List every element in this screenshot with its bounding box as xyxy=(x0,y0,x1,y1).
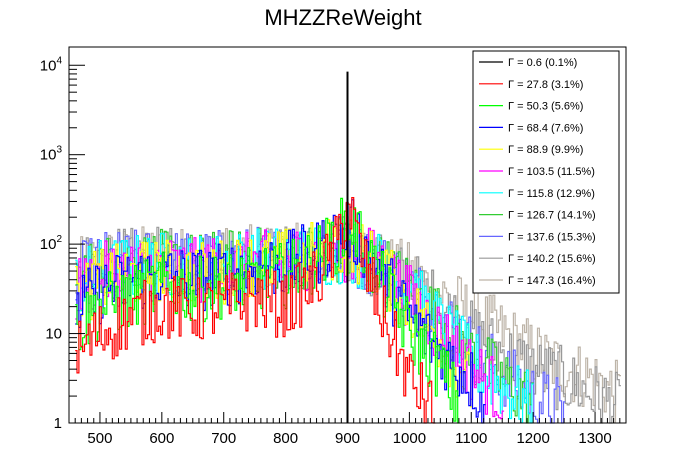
series-line xyxy=(75,216,505,420)
legend-label: Γ = 137.6 (15.3%) xyxy=(508,231,596,243)
y-tick-label: 103 xyxy=(40,145,63,164)
series-line xyxy=(75,223,534,424)
chart-title: MHZZReWeight xyxy=(264,5,421,30)
x-tick-label: 1200 xyxy=(516,430,549,447)
legend-label: Γ = 50.3 (5.6%) xyxy=(508,101,583,113)
x-axis: 500 600 700 800 900 1000 1100 1200 1300 xyxy=(68,412,627,447)
legend-box xyxy=(472,50,620,294)
x-tick-label: 1100 xyxy=(455,430,487,447)
x-tick-label: 1300 xyxy=(578,430,611,447)
x-tick-label: 500 xyxy=(87,430,112,447)
legend-label: Γ = 103.5 (11.5%) xyxy=(508,166,595,178)
y-tick-label: 1 xyxy=(54,415,62,432)
legend-label: Γ = 68.4 (7.6%) xyxy=(508,122,583,134)
legend-label: Γ = 27.8 (3.1%) xyxy=(508,79,583,91)
legend-label: Γ = 126.7 (14.1%) xyxy=(508,210,596,222)
legend-label: Γ = 115.8 (12.9%) xyxy=(508,188,595,200)
series-line xyxy=(75,197,460,424)
y-tick-label: 102 xyxy=(40,234,63,253)
x-tick-label: 1000 xyxy=(393,430,426,447)
legend-label: Γ = 147.3 (16.4%) xyxy=(508,275,596,287)
legend: Γ = 0.6 (0.1%) Γ = 27.8 (3.1%) Γ = 50.3 (5… xyxy=(472,50,620,294)
x-tick-label: 900 xyxy=(335,430,360,447)
y-axis: 1 10 102 103 104 xyxy=(40,55,85,432)
series-layer xyxy=(75,71,621,424)
x-tick-label: 700 xyxy=(211,430,236,447)
series-line xyxy=(75,197,436,424)
legend-label: Γ = 88.9 (9.9%) xyxy=(508,144,583,156)
legend-label: Γ = 0.6 (0.1%) xyxy=(508,57,577,69)
legend-label: Γ = 140.2 (15.6%) xyxy=(508,253,596,265)
x-tick-label: 600 xyxy=(149,430,174,447)
y-tick-label: 104 xyxy=(40,55,63,74)
x-tick-label: 800 xyxy=(273,430,298,447)
y-tick-label: 10 xyxy=(45,326,62,343)
